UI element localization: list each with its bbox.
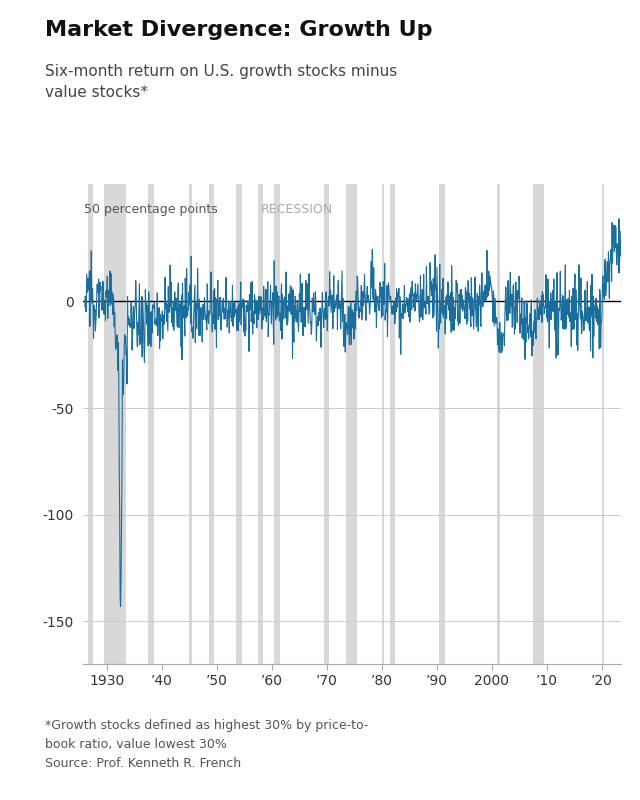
Bar	[236, 184, 241, 664]
Bar	[209, 184, 214, 664]
Bar	[324, 184, 330, 664]
Bar	[88, 184, 93, 664]
Bar	[148, 184, 154, 664]
Bar	[440, 184, 445, 664]
Bar	[390, 184, 396, 664]
Bar	[381, 184, 385, 664]
Bar	[497, 184, 500, 664]
Text: Six-month return on U.S. growth stocks minus
value stocks*: Six-month return on U.S. growth stocks m…	[45, 64, 397, 100]
Bar	[275, 184, 280, 664]
Bar	[533, 184, 544, 664]
Bar	[104, 184, 126, 664]
Bar	[258, 184, 264, 664]
Text: Market Divergence: Growth Up: Market Divergence: Growth Up	[45, 20, 432, 40]
Text: *Growth stocks defined as highest 30% by price-to-
book ratio, value lowest 30%
: *Growth stocks defined as highest 30% by…	[45, 718, 368, 770]
Bar	[346, 184, 357, 664]
Text: 50 percentage points: 50 percentage points	[84, 203, 218, 216]
Bar	[189, 184, 192, 664]
Text: RECESSION: RECESSION	[260, 203, 333, 216]
Bar	[602, 184, 604, 664]
